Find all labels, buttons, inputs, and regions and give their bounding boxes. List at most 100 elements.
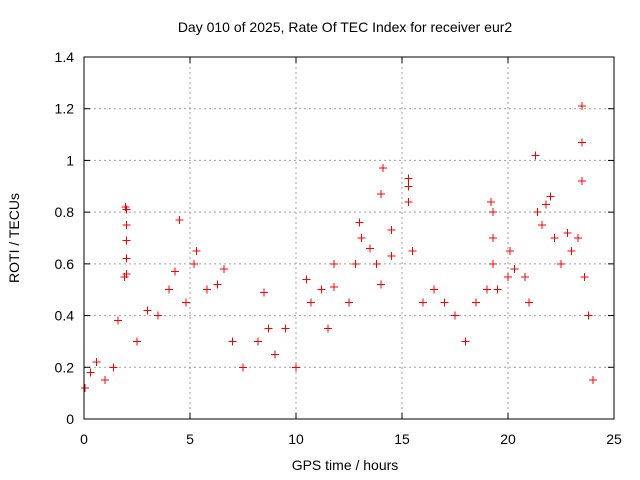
data-point-marker: [537, 221, 546, 230]
data-point-marker: [429, 285, 438, 294]
data-point-marker: [531, 151, 540, 160]
data-point-marker: [472, 298, 481, 307]
data-point-marker: [113, 316, 122, 325]
data-point-marker: [192, 246, 201, 255]
data-point-marker: [253, 337, 262, 346]
plot-border: [83, 56, 615, 420]
data-point-marker: [101, 376, 110, 385]
data-point-marker: [330, 283, 339, 292]
data-point-marker: [357, 234, 366, 242]
y-tick-label: 0.8: [55, 204, 75, 220]
data-point-marker: [270, 350, 279, 359]
data-point-marker: [154, 311, 163, 320]
data-point-marker: [451, 311, 459, 320]
data-point-marker: [122, 254, 131, 263]
data-point-marker: [122, 236, 131, 245]
y-tick-label: 0.2: [55, 359, 75, 375]
data-point-marker: [567, 246, 576, 255]
data-point-marker: [171, 267, 180, 276]
y-tick-label: 1: [66, 152, 74, 168]
data-point-marker: [122, 221, 131, 230]
y-axis-label: ROTI / TECUs: [6, 193, 22, 283]
data-point-marker: [228, 337, 237, 346]
data-point-marker: [190, 259, 199, 268]
data-point-marker: [546, 192, 555, 201]
data-point-marker: [133, 337, 141, 346]
data-point-marker: [506, 246, 515, 255]
data-point-marker: [489, 234, 498, 242]
data-point-marker: [557, 259, 565, 268]
x-tick-label: 15: [394, 431, 410, 447]
data-point-marker: [317, 285, 326, 294]
data-point-marker: [92, 358, 101, 367]
data-point-marker: [578, 177, 587, 186]
data-point-marker: [550, 234, 559, 242]
data-point-marker: [122, 205, 131, 214]
data-point-marker: [372, 259, 381, 268]
data-point-marker: [387, 252, 396, 261]
data-point-marker: [387, 226, 396, 235]
data-point-marker: [239, 363, 247, 372]
data-point-marker: [164, 285, 173, 294]
data-point-marker: [330, 259, 339, 268]
data-point-marker: [525, 298, 534, 307]
data-point-marker: [202, 285, 211, 294]
data-point-marker: [404, 174, 413, 183]
data-point-marker: [260, 288, 269, 297]
data-point-marker: [510, 265, 519, 274]
x-axis-label: GPS time / hours: [292, 457, 399, 473]
data-point-marker: [542, 200, 551, 209]
y-tick-label: 0.6: [55, 256, 75, 272]
data-point-marker: [323, 324, 332, 333]
data-point-marker: [366, 244, 375, 253]
data-point-marker: [419, 298, 428, 307]
x-tick-label: 25: [606, 431, 622, 447]
data-point-marker: [588, 376, 597, 385]
data-point-marker: [306, 298, 315, 307]
data-point-marker: [345, 298, 353, 307]
data-point-marker: [376, 190, 385, 199]
data-point-marker: [580, 272, 589, 281]
y-tick-label: 0: [66, 411, 74, 427]
y-tick-label: 1.4: [55, 49, 75, 65]
data-point-marker: [489, 259, 498, 268]
data-point-marker: [440, 298, 449, 307]
data-point-marker: [504, 272, 512, 281]
data-point-marker: [355, 218, 364, 227]
data-point-marker: [408, 246, 417, 255]
data-point-marker: [378, 164, 387, 173]
data-points: [81, 102, 597, 392]
chart-title: Day 010 of 2025, Rate Of TEC Index for r…: [178, 19, 513, 35]
data-point-marker: [219, 265, 228, 274]
data-point-marker: [181, 298, 190, 307]
data-point-marker: [175, 215, 184, 224]
data-point-marker: [376, 280, 385, 289]
data-point-marker: [578, 138, 587, 147]
data-point-marker: [563, 228, 572, 237]
data-point-marker: [351, 259, 360, 268]
y-tick-label: 0.4: [55, 308, 75, 324]
data-point-marker: [81, 383, 90, 392]
x-tick-label: 5: [186, 431, 194, 447]
data-point-marker: [584, 311, 593, 320]
data-point-marker: [489, 208, 498, 217]
data-point-marker: [264, 324, 273, 333]
x-tick-label: 20: [500, 431, 516, 447]
x-tick-label: 10: [288, 431, 304, 447]
data-point-marker: [482, 285, 491, 294]
data-point-marker: [573, 234, 582, 242]
x-tick-label: 0: [80, 431, 88, 447]
data-point-marker: [292, 363, 300, 372]
axis-ticks: 0 0.2 0.4 0.6 0.8 1 1.2 1.4 0 5 10 15 20 25: [55, 49, 622, 447]
data-point-marker: [533, 208, 542, 217]
data-point-marker: [520, 272, 529, 281]
data-point-marker: [86, 368, 95, 377]
data-point-marker: [461, 337, 470, 346]
data-point-marker: [302, 275, 311, 284]
data-point-marker: [578, 102, 587, 111]
data-point-marker: [143, 306, 152, 315]
data-point-marker: [122, 270, 131, 279]
data-point-marker: [404, 182, 413, 191]
data-point-marker: [487, 197, 496, 206]
